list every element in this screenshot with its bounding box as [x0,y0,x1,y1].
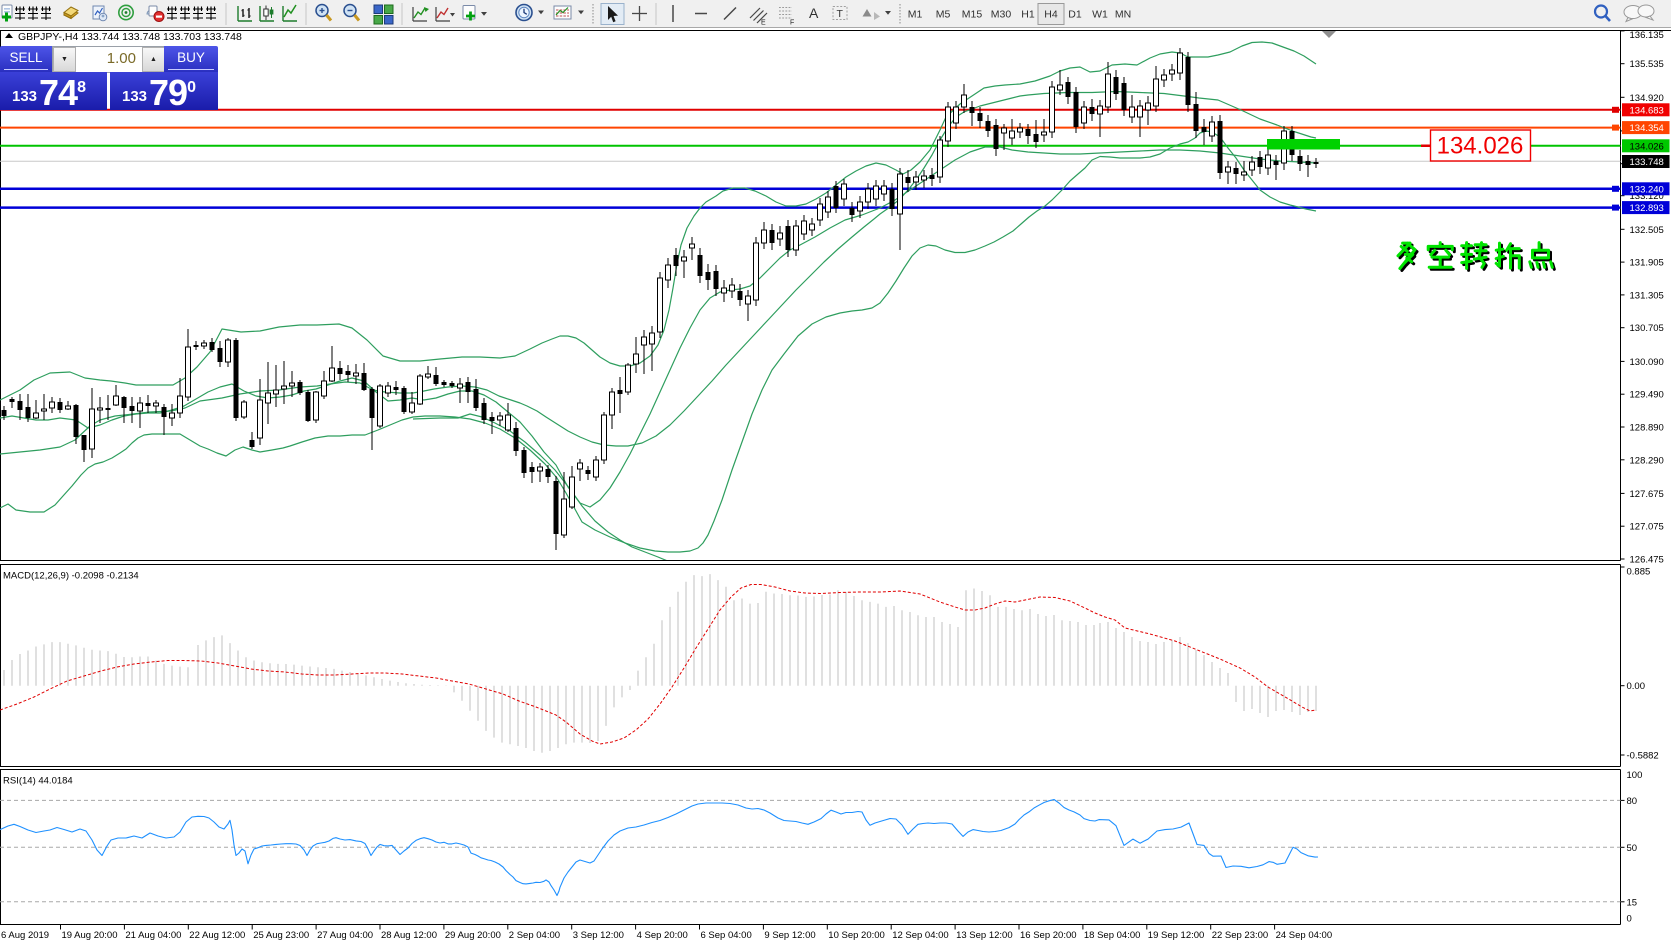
svg-text:133.748: 133.748 [1630,157,1664,168]
svg-text:134.354: 134.354 [1630,123,1664,134]
svg-text:-0.5882: -0.5882 [1627,751,1659,762]
svg-text:127.075: 127.075 [1630,522,1664,533]
svg-text:133.120: 133.120 [1630,191,1664,202]
svg-text:29 Aug 20:00: 29 Aug 20:00 [445,930,501,941]
svg-text:12 Sep 04:00: 12 Sep 04:00 [892,930,949,941]
svg-text:130.705: 130.705 [1630,323,1664,334]
svg-text:D1: D1 [1068,9,1082,21]
svg-text:132.505: 132.505 [1630,225,1664,236]
svg-text:134.026: 134.026 [1630,141,1664,152]
svg-text:16 Sep 20:00: 16 Sep 20:00 [1020,930,1077,941]
svg-text:134.920: 134.920 [1630,93,1664,104]
svg-text:10 Sep 20:00: 10 Sep 20:00 [828,930,885,941]
svg-text:132.893: 132.893 [1630,203,1664,214]
svg-text:22 Aug 12:00: 22 Aug 12:00 [189,930,245,941]
svg-text:F: F [790,20,794,27]
svg-text:9 Sep 12:00: 9 Sep 12:00 [764,930,815,941]
svg-text:134.683: 134.683 [1630,105,1664,116]
svg-text:2 Sep 04:00: 2 Sep 04:00 [509,930,560,941]
svg-text:3 Sep 12:00: 3 Sep 12:00 [573,930,624,941]
svg-text:126.475: 126.475 [1630,555,1664,566]
svg-text:22 Sep 23:00: 22 Sep 23:00 [1212,930,1269,941]
svg-text:M30: M30 [991,9,1012,21]
svg-text:128.890: 128.890 [1630,423,1664,434]
svg-text:M5: M5 [936,9,951,21]
svg-text:133.240: 133.240 [1630,184,1664,195]
svg-text:E: E [761,20,766,27]
svg-text:0.885: 0.885 [1627,567,1651,578]
svg-text:15: 15 [1627,897,1638,908]
svg-text:50: 50 [1627,843,1638,854]
svg-text:H1: H1 [1021,9,1035,21]
svg-text:28 Aug 12:00: 28 Aug 12:00 [381,930,437,941]
svg-text:130.090: 130.090 [1630,357,1664,368]
svg-text:135.535: 135.535 [1630,59,1664,70]
svg-text:129.490: 129.490 [1630,390,1664,401]
svg-text:MACD(12,26,9) -0.2098 -0.2134: MACD(12,26,9) -0.2098 -0.2134 [3,571,139,582]
svg-text:MN: MN [1115,9,1131,21]
svg-text:6 Sep 04:00: 6 Sep 04:00 [701,930,752,941]
svg-text:18 Sep 04:00: 18 Sep 04:00 [1084,930,1141,941]
svg-text:13 Sep 12:00: 13 Sep 12:00 [956,930,1013,941]
svg-text:M1: M1 [908,9,923,21]
svg-text:RSI(14) 44.0184: RSI(14) 44.0184 [3,776,73,787]
svg-text:27 Aug 04:00: 27 Aug 04:00 [317,930,373,941]
svg-text:M15: M15 [962,9,983,21]
svg-text:80: 80 [1627,796,1638,807]
svg-text:131.905: 131.905 [1630,258,1664,269]
svg-text:H4: H4 [1044,9,1058,21]
svg-text:127.675: 127.675 [1630,489,1664,500]
svg-text:100: 100 [1627,770,1643,781]
svg-text:6 Aug 2019: 6 Aug 2019 [1,930,49,941]
svg-text:GBPJPY-,H4 133.744 133.748 13: GBPJPY-,H4 133.744 133.748 133.703 133.7… [18,31,242,43]
svg-text:25 Aug 23:00: 25 Aug 23:00 [253,930,309,941]
svg-text:A: A [809,5,819,21]
svg-text:136.135: 136.135 [1630,30,1664,41]
svg-text:19 Sep 12:00: 19 Sep 12:00 [1148,930,1205,941]
svg-text:134.026: 134.026 [1437,133,1524,160]
svg-text:T: T [837,8,844,20]
svg-text:4 Sep 20:00: 4 Sep 20:00 [637,930,688,941]
svg-text:128.290: 128.290 [1630,455,1664,466]
svg-text:21 Aug 04:00: 21 Aug 04:00 [125,930,181,941]
svg-text:131.305: 131.305 [1630,290,1664,301]
svg-text:19 Aug 20:00: 19 Aug 20:00 [62,930,118,941]
svg-text:24 Sep 04:00: 24 Sep 04:00 [1276,930,1333,941]
svg-text:0: 0 [1627,914,1632,925]
svg-text:0.00: 0.00 [1627,681,1646,692]
svg-text:W1: W1 [1092,9,1108,21]
